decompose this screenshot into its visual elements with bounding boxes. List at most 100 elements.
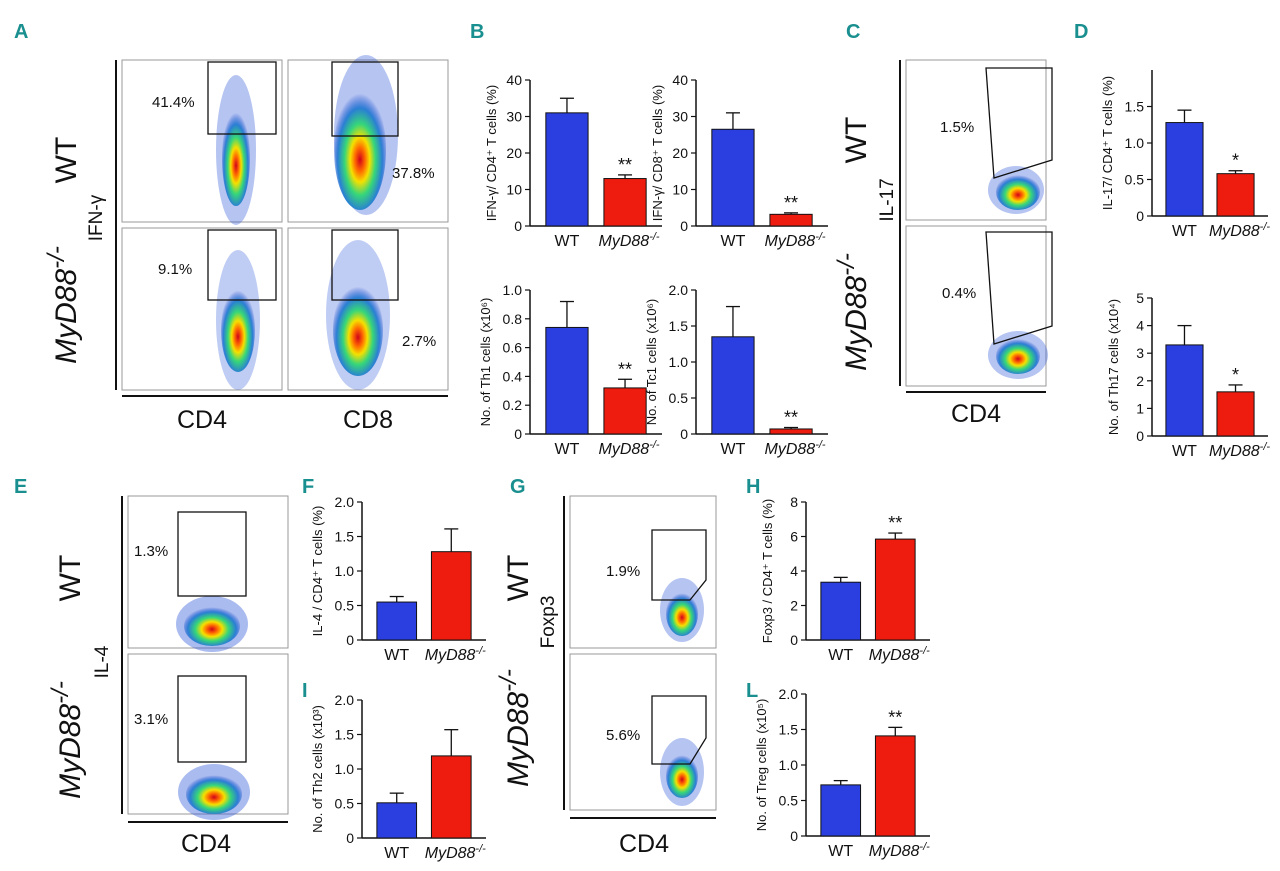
c-x-label: CD4	[951, 400, 1001, 428]
a-plot-wt-cd8	[287, 59, 449, 223]
chart-b4-bar-wt	[711, 336, 755, 435]
a-y-axis-label: IFN-γ	[86, 194, 107, 241]
chart-h-bar-ko	[874, 538, 916, 641]
chart-b3-significance: **	[618, 359, 632, 379]
chart-i-category-label: WT	[384, 845, 409, 862]
chart-b2-tick-label: 30	[672, 109, 688, 125]
panel-label-b: B	[470, 21, 484, 43]
e-cloud-1	[184, 606, 240, 646]
chart-b3-tick-label: 0.4	[503, 368, 523, 384]
chart-b2-tick-label: 20	[672, 145, 688, 161]
a-x-label-2: CD8	[343, 406, 393, 434]
a-cloud-4	[333, 284, 383, 376]
chart-b2-category-label: MyD88-/-	[765, 231, 826, 250]
panel-label-d: D	[1074, 21, 1088, 43]
g-pct-wt: 1.9%	[606, 563, 640, 580]
chart-l-category-label: WT	[828, 843, 853, 860]
chart-h-y-label: Foxp3 / CD4⁺ T cells (%)	[760, 499, 775, 643]
chart-b2-significance: **	[784, 193, 798, 213]
chart-l-tick-label: 1.5	[779, 722, 799, 738]
g-cloud-1	[666, 592, 698, 636]
chart-b1-bar-ko	[603, 178, 647, 227]
chart-b3-tick-label: 0.8	[503, 311, 523, 327]
chart-h-tick-label: 4	[790, 563, 798, 579]
e-cloud-2	[186, 774, 242, 814]
chart-h-category-label: MyD88-/-	[869, 645, 930, 664]
chart-d2-category-label: MyD88-/-	[1209, 441, 1270, 460]
chart-b4-tick-label: 0	[680, 426, 688, 442]
a-cloud-3	[221, 288, 255, 372]
chart-d2-tick-label: 4	[1136, 318, 1144, 334]
chart-d1-bar-ko	[1216, 173, 1255, 217]
chart-h-tick-label: 6	[790, 529, 798, 545]
chart-d2-tick-label: 1	[1136, 400, 1144, 416]
chart-d2-tick-label: 3	[1136, 345, 1144, 361]
chart-d2-tick-label: 5	[1136, 290, 1144, 306]
chart-b4-y-label: No. of Tc1 cells (x10⁶)	[644, 299, 659, 426]
chart-b4-category-label: MyD88-/-	[765, 439, 826, 458]
chart-d1-tick-label: 0.5	[1125, 172, 1145, 188]
c-y-axis-label: IL-17	[877, 178, 898, 221]
c-group-wt: WT	[840, 117, 873, 164]
chart-i-tick-label: 0	[346, 830, 354, 846]
a-gate-3	[207, 229, 277, 301]
chart-b4-bar-ko	[769, 428, 813, 435]
chart-b3-tick-label: 0.2	[503, 397, 523, 413]
c-cloud-1	[996, 174, 1040, 210]
panel-e-flow: WT MyD88-/- IL-4 1.3% 3.1% CD4	[47, 495, 289, 858]
chart-h-tick-label: 2	[790, 598, 798, 614]
chart-h-tick-label: 0	[790, 632, 798, 648]
c-plot-wt	[905, 59, 1047, 221]
chart-i-y-label: No. of Th2 cells (x10³)	[310, 705, 325, 833]
a-pct-ko-cd8: 2.7%	[402, 333, 436, 350]
chart-b3-bar-ko	[603, 387, 647, 435]
a-plot-ko-cd8	[287, 227, 449, 391]
chart-l-y-label: No. of Treg cells (x10⁵)	[754, 699, 769, 832]
chart-f-tick-label: 2.0	[335, 494, 355, 510]
chart-b2-y-label: IFN-γ/ CD8⁺ T cells (%)	[650, 85, 665, 221]
c-group-ko: MyD88-/-	[833, 253, 873, 371]
chart-f-tick-label: 0	[346, 632, 354, 648]
chart-i-bar-wt	[376, 802, 418, 839]
a-plot-ko-cd4	[121, 227, 283, 391]
panel-label-i: I	[302, 680, 308, 702]
e-y-axis-label: IL-4	[92, 645, 113, 678]
chart-d2-y-label: No. of Th17 cells (x10⁴)	[1106, 299, 1121, 435]
c-cloud-2	[996, 338, 1040, 374]
e-gate-2	[177, 675, 247, 763]
chart-i-tick-label: 0.5	[335, 796, 355, 812]
a-gate-4	[331, 229, 399, 301]
chart-f-category-label: MyD88-/-	[425, 645, 486, 664]
e-pct-ko: 3.1%	[134, 711, 168, 728]
chart-b3: 0 0.2 0.4 0.6 0.8 1.0 No. of Th1 cells (x10⁶) W…	[478, 282, 662, 458]
chart-b2-tick-label: 10	[672, 182, 688, 198]
chart-b2: 0 10 20 30 40 IFN-γ/ CD8⁺ T cells (%) WT MyD88-…	[650, 72, 828, 250]
chart-h-significance: **	[888, 513, 902, 533]
chart-d2-tick-label: 0	[1136, 428, 1144, 444]
a-pct-wt-cd8: 37.8%	[392, 165, 435, 182]
chart-b3-bar-wt	[545, 326, 589, 435]
a-cloud-1	[222, 110, 250, 206]
chart-h-bar-wt	[820, 581, 862, 641]
chart-i-tick-label: 1.5	[335, 727, 355, 743]
panel-label-h: H	[746, 476, 760, 498]
chart-d2-bar-ko	[1216, 391, 1255, 437]
panel-a-flow: WT MyD88-/- IFN-γ 41.4% 37.8% 9.1% 2.7% …	[43, 55, 449, 434]
chart-b1-tick-label: 10	[506, 182, 522, 198]
c-gate-1	[985, 67, 1053, 179]
g-plot-wt	[569, 495, 717, 649]
panel-label-g: G	[510, 476, 526, 498]
chart-d1-bar-wt	[1165, 122, 1204, 217]
chart-b4-tick-label: 1.5	[669, 318, 689, 334]
a-cloud-2	[334, 90, 386, 210]
chart-b3-category-label: MyD88-/-	[599, 439, 660, 458]
g-group-ko: MyD88-/-	[495, 669, 535, 787]
chart-b1-bar-wt	[545, 112, 589, 227]
chart-l-bar-ko	[874, 735, 916, 837]
chart-d1: 0 0.5 1.0 1.5 IL-17/ CD4⁺ T cells (%) WT MyD88…	[1100, 70, 1270, 240]
chart-b4-tick-label: 2.0	[669, 282, 689, 298]
a-group-ko: MyD88-/-	[43, 246, 83, 364]
chart-d1-category-label: WT	[1172, 223, 1197, 240]
